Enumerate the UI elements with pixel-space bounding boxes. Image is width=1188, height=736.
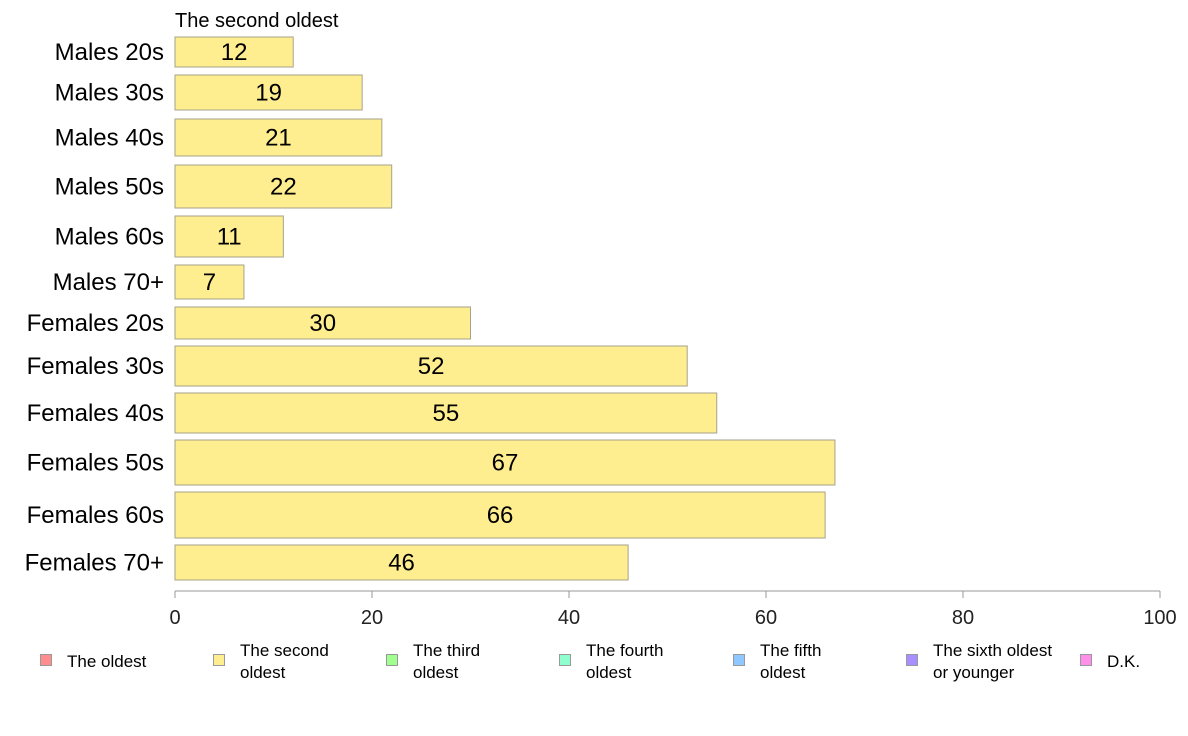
x-tick-label: 0 — [169, 607, 180, 629]
bar-females-70- — [174, 544, 629, 581]
legend-label: D.K. — [1107, 652, 1141, 671]
legend-label: The sixth oldest or younger — [933, 641, 1053, 682]
category-label: Males 40s — [55, 125, 164, 152]
x-tick-label: 20 — [361, 607, 383, 629]
legend-item: The oldest — [40, 640, 217, 684]
bar-chart: The second oldest 12 Males 20s 19 Males 30s… — [25, 10, 1177, 629]
category-label: Females 70+ — [25, 550, 164, 577]
x-axis: 0 20 40 60 80 100 — [169, 590, 1177, 629]
bar-males-70- — [174, 264, 245, 300]
x-tick-label: 40 — [558, 607, 580, 629]
bar-males-30s — [174, 74, 363, 111]
category-label: Females 50s — [27, 450, 164, 477]
legend-item: The second oldest — [213, 640, 390, 684]
bar-value-label: 66 — [487, 502, 514, 529]
bar-males-50s — [174, 164, 393, 209]
legend-swatch — [733, 654, 745, 666]
bar-value-label: 52 — [418, 353, 445, 380]
legend-label: The second oldest — [240, 641, 329, 682]
category-label: Females 20s — [27, 310, 164, 337]
legend-label: The fourth oldest — [586, 641, 664, 682]
legend: The oldest The second oldest The third old… — [0, 640, 1188, 690]
category-label: Females 30s — [27, 353, 164, 380]
bar-males-60s — [174, 215, 284, 258]
legend-swatch — [1080, 654, 1092, 666]
bar-value-label: 12 — [221, 39, 248, 66]
bar-value-label: 22 — [270, 174, 297, 201]
category-label: Females 40s — [27, 400, 164, 427]
legend-swatch — [559, 654, 571, 666]
category-label: Males 60s — [55, 224, 164, 251]
legend-item: D.K. — [1080, 640, 1188, 684]
legend-label: The oldest — [67, 652, 147, 671]
legend-label: The third oldest — [413, 641, 481, 682]
bar-value-label: 11 — [217, 224, 242, 251]
bar-value-label: 67 — [492, 450, 519, 477]
x-tick-label: 60 — [755, 607, 777, 629]
x-tick-label: 100 — [1143, 607, 1176, 629]
bar-females-50s — [174, 439, 836, 486]
category-label: Males 50s — [55, 174, 164, 201]
legend-item: The fourth oldest — [559, 640, 736, 684]
bar-females-20s — [174, 306, 471, 340]
x-tick-label: 80 — [952, 607, 974, 629]
legend-item: The third oldest — [386, 640, 563, 684]
bars-group: 12 Males 20s 19 Males 30s 21 Males 40s 22 Males… — [25, 36, 836, 581]
legend-label: The fifth oldest — [760, 641, 822, 682]
category-label: Males 30s — [55, 80, 164, 107]
legend-swatch — [213, 654, 225, 666]
category-label: Females 60s — [27, 502, 164, 529]
bar-value-label: 46 — [388, 550, 415, 577]
category-label: Males 20s — [55, 39, 164, 66]
bar-value-label: 30 — [309, 310, 336, 337]
bar-males-20s — [174, 36, 294, 68]
bar-value-label: 19 — [255, 80, 282, 107]
legend-swatch — [40, 654, 52, 666]
category-label: Males 70+ — [53, 269, 164, 296]
bar-value-label: 55 — [433, 400, 460, 427]
bar-females-40s — [174, 392, 718, 434]
bar-females-60s — [174, 491, 826, 539]
legend-item: The sixth oldest or younger — [906, 640, 1083, 684]
chart-title: The second oldest — [175, 10, 339, 32]
legend-item: The fifth oldest — [733, 640, 910, 684]
bar-value-label: 7 — [203, 269, 216, 296]
legend-swatch — [386, 654, 398, 666]
bar-males-40s — [174, 118, 383, 157]
legend-swatch — [906, 654, 918, 666]
bar-females-30s — [174, 345, 688, 387]
bar-value-label: 21 — [265, 125, 292, 152]
